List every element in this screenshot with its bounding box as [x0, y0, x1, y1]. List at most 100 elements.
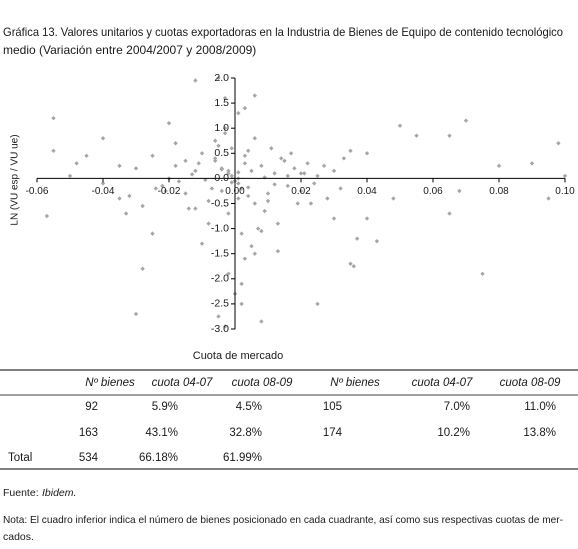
- point: [51, 148, 56, 153]
- y-tick-label: -1.0: [211, 222, 229, 234]
- point: [100, 181, 106, 186]
- point: [117, 196, 122, 201]
- point: [150, 231, 155, 236]
- table-cell: 4.5%: [236, 401, 262, 413]
- table-header: cuota 04-07: [412, 377, 473, 389]
- point: [457, 188, 462, 194]
- note-line: Nota: El cuadro inferior indica el númer…: [3, 514, 563, 526]
- point: [150, 153, 155, 159]
- row-label: Total: [8, 452, 32, 464]
- point: [140, 203, 145, 209]
- point: [67, 173, 73, 179]
- point: [480, 271, 485, 276]
- point: [265, 198, 271, 204]
- x-tick-label: 0.00: [225, 186, 245, 197]
- point: [295, 201, 300, 206]
- note-line: cados.: [3, 531, 34, 543]
- point: [556, 141, 561, 146]
- point: [51, 115, 56, 121]
- point: [285, 173, 290, 179]
- point: [312, 181, 317, 186]
- point: [216, 143, 221, 148]
- point: [239, 281, 244, 287]
- point: [153, 186, 158, 191]
- point: [305, 161, 310, 166]
- point: [259, 163, 264, 169]
- point: [242, 153, 248, 159]
- x-tick-label: -0.02: [158, 186, 181, 197]
- point: [249, 243, 254, 249]
- point: [272, 182, 277, 187]
- point: [186, 206, 191, 211]
- point: [222, 126, 228, 131]
- y-tick-label: -0.5: [211, 197, 229, 209]
- point: [229, 173, 234, 179]
- point: [219, 167, 224, 172]
- point: [44, 213, 50, 219]
- point: [226, 271, 231, 276]
- table-header: Nº bienes: [85, 377, 135, 389]
- table-cell: 66.18%: [139, 452, 178, 464]
- point: [262, 208, 267, 214]
- point: [173, 163, 178, 169]
- point: [189, 172, 195, 177]
- point: [325, 196, 330, 201]
- point: [259, 228, 264, 234]
- point: [173, 141, 178, 146]
- point: [302, 171, 307, 176]
- point: [246, 148, 251, 153]
- point: [216, 75, 221, 81]
- point: [216, 314, 221, 319]
- point: [199, 151, 205, 156]
- point: [84, 153, 89, 159]
- point: [236, 181, 241, 186]
- point: [219, 188, 224, 194]
- point: [246, 193, 251, 199]
- y-tick-label: -2.0: [211, 273, 229, 285]
- point: [222, 95, 228, 101]
- point: [163, 188, 168, 194]
- point: [269, 146, 274, 151]
- y-tick-label: 0.0: [214, 172, 229, 184]
- source-prefix: Fuente:: [3, 487, 39, 499]
- point: [222, 324, 228, 329]
- point: [331, 216, 337, 221]
- x-tick-label: 0.08: [489, 186, 509, 197]
- point: [447, 133, 452, 138]
- point: [315, 301, 320, 307]
- point: [213, 138, 218, 143]
- x-tick-label: 0.10: [555, 186, 575, 197]
- point: [133, 166, 139, 171]
- point: [242, 161, 248, 166]
- title-line: Gráfica 13. Valores unitarios y cuotas e…: [3, 25, 563, 39]
- point: [348, 261, 353, 266]
- point: [252, 136, 257, 141]
- point: [562, 173, 568, 179]
- point: [285, 183, 290, 189]
- point: [123, 211, 129, 216]
- point: [265, 191, 271, 196]
- point: [262, 175, 267, 180]
- point: [229, 146, 234, 151]
- y-tick-label: -3.0: [211, 323, 229, 335]
- point: [236, 170, 241, 175]
- table-header: Nº bienes: [330, 377, 380, 389]
- point: [242, 256, 248, 261]
- table-cell: 174: [323, 427, 343, 439]
- point: [272, 171, 277, 176]
- point: [246, 185, 251, 190]
- point: [331, 168, 337, 174]
- point: [463, 118, 469, 123]
- point: [140, 266, 145, 271]
- y-tick-label: -2.5: [211, 298, 229, 310]
- point: [183, 191, 188, 196]
- point: [275, 221, 281, 226]
- table-cell: 7.0%: [444, 401, 470, 413]
- point: [176, 179, 182, 184]
- point: [229, 180, 234, 185]
- point: [209, 186, 215, 191]
- point: [321, 163, 327, 169]
- x-tick-label: 0.06: [423, 186, 443, 197]
- table-cell: 11.0%: [524, 401, 556, 413]
- point: [252, 251, 257, 256]
